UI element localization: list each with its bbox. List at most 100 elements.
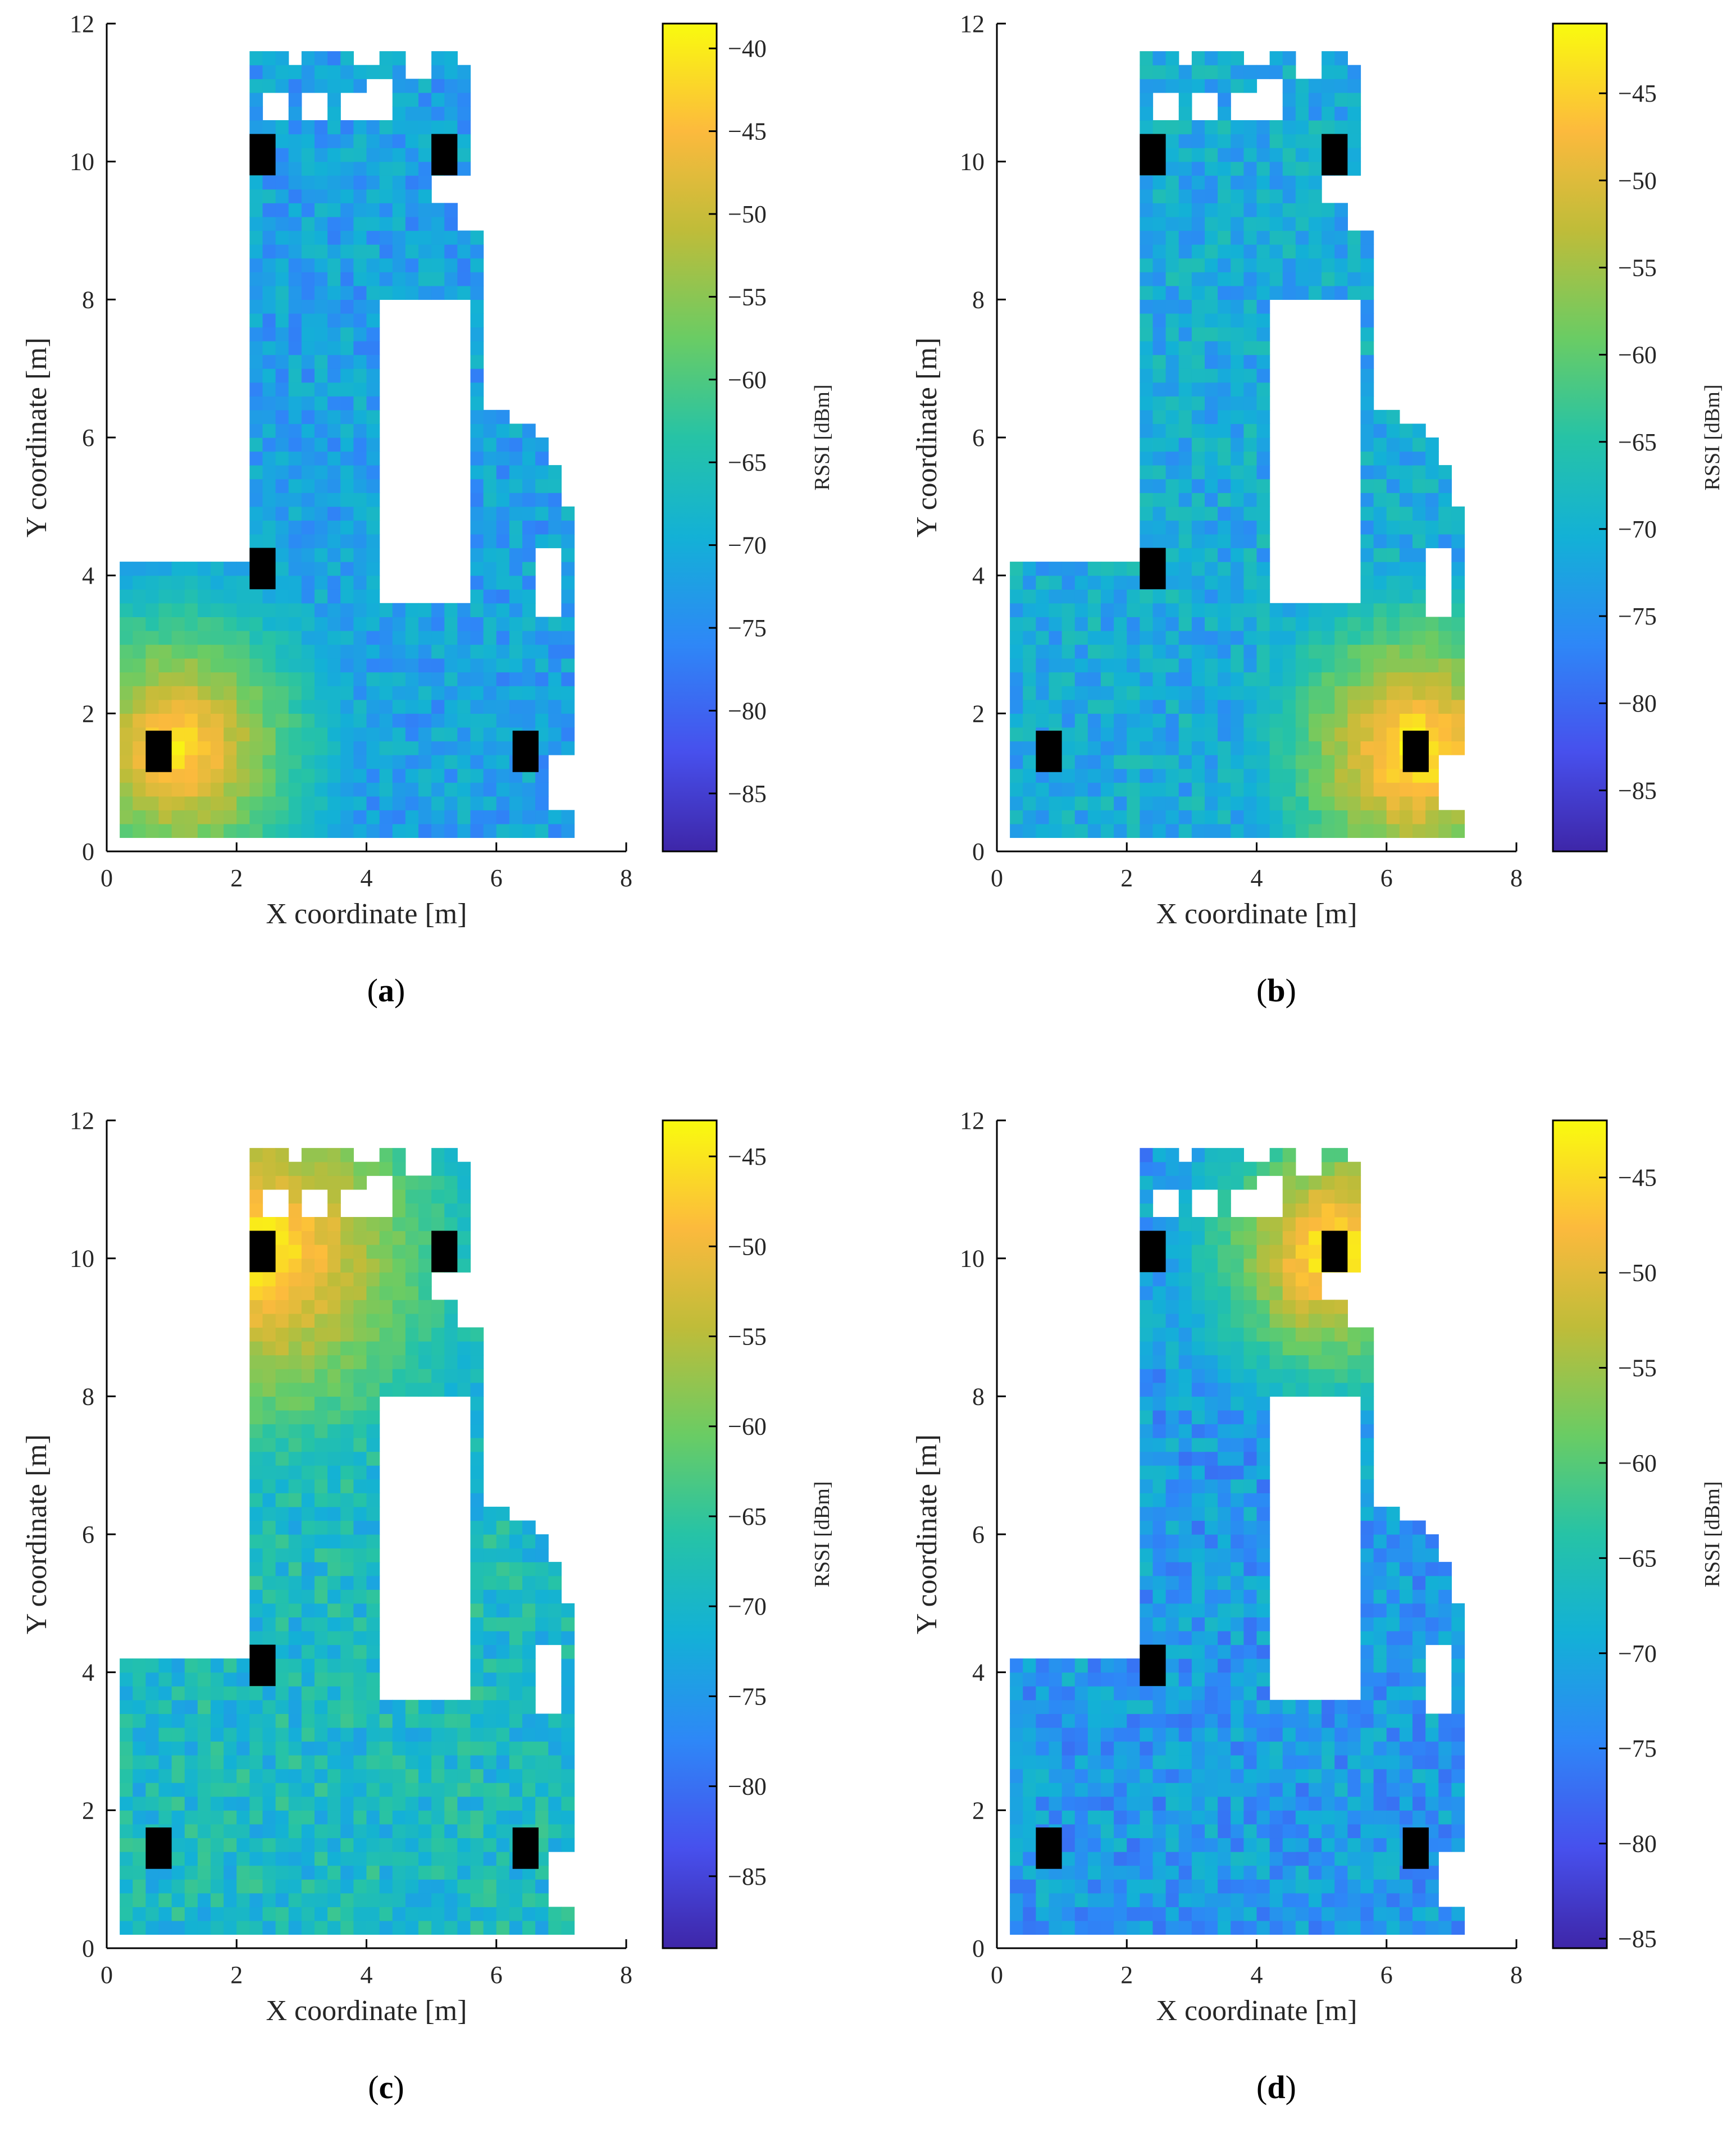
- heatmap-cell: [1061, 1796, 1076, 1811]
- heatmap-cell: [1386, 1672, 1400, 1686]
- heatmap-cell: [249, 1286, 263, 1300]
- heatmap-cell: [1282, 727, 1296, 742]
- heatmap-cell: [1165, 1755, 1179, 1770]
- heatmap-cell: [1140, 493, 1154, 507]
- heatmap-cell: [301, 1617, 315, 1631]
- heatmap-cell: [1178, 1313, 1192, 1328]
- heatmap-cell: [1152, 658, 1167, 673]
- heatmap-cell: [522, 451, 536, 466]
- heatmap-cell: [1127, 1852, 1140, 1866]
- heatmap-cell: [1256, 368, 1270, 383]
- heatmap-cell: [1243, 1479, 1257, 1493]
- heatmap-cell: [444, 92, 458, 107]
- heatmap-cell: [496, 1865, 510, 1880]
- heatmap-cell: [1165, 1245, 1179, 1259]
- heatmap-cell: [1309, 1341, 1322, 1356]
- heatmap-cell: [379, 244, 393, 259]
- heatmap-cell: [405, 1189, 419, 1204]
- heatmap-cell: [1373, 1534, 1387, 1549]
- heatmap-cell: [262, 1589, 276, 1604]
- heatmap-cell: [1049, 1727, 1063, 1742]
- heatmap-cell: [327, 1589, 341, 1604]
- heatmap-cell: [392, 713, 406, 728]
- heatmap-cell: [327, 1148, 341, 1163]
- heatmap-cell: [1178, 644, 1192, 659]
- heatmap-cell: [535, 823, 549, 838]
- heatmap-cell: [1074, 1920, 1088, 1935]
- heatmap-cell: [1413, 699, 1426, 714]
- heatmap-cell: [418, 672, 432, 686]
- heatmap-cell: [275, 189, 289, 203]
- heatmap-cell: [1191, 1396, 1205, 1411]
- heatmap-cell: [1114, 1713, 1127, 1728]
- heatmap-cell: [133, 562, 146, 576]
- heatmap-cell: [444, 1920, 458, 1935]
- colorbar-tick-label: −75: [1618, 603, 1657, 630]
- heatmap-cell: [1178, 161, 1192, 176]
- heatmap-cell: [431, 1907, 445, 1921]
- heatmap-cell: [249, 1893, 263, 1907]
- heatmap-cell: [1334, 1783, 1348, 1797]
- heatmap-cell: [1282, 1879, 1296, 1894]
- heatmap-cell: [1451, 1838, 1465, 1852]
- heatmap-cell: [301, 1245, 315, 1259]
- heatmap-cell: [1282, 630, 1296, 645]
- heatmap-cell: [1061, 796, 1076, 810]
- heatmap-cell: [1256, 120, 1270, 135]
- heatmap-cell: [561, 1617, 575, 1631]
- heatmap-cell: [340, 299, 354, 314]
- heatmap-cell: [1114, 1824, 1127, 1839]
- heatmap-cell: [301, 1575, 315, 1590]
- heatmap-cell: [496, 1575, 510, 1590]
- heatmap-cell: [1413, 437, 1426, 452]
- heatmap-cell: [1061, 727, 1076, 742]
- heatmap-cell: [1243, 1245, 1257, 1259]
- heatmap-cell: [1295, 258, 1309, 272]
- heatmap-cell: [1451, 1796, 1465, 1811]
- heatmap-cell: [1360, 575, 1374, 590]
- heatmap-cell: [1231, 1230, 1244, 1245]
- heatmap-cell: [1309, 1713, 1322, 1728]
- heatmap-cell: [1322, 1327, 1335, 1342]
- heatmap-cell: [1399, 451, 1413, 466]
- heatmap-cell: [1243, 1534, 1257, 1549]
- heatmap-cell: [1282, 1699, 1296, 1714]
- heatmap-cell: [470, 409, 484, 425]
- heatmap-cell: [353, 699, 367, 714]
- heatmap-cell: [340, 51, 354, 66]
- heatmap-cell: [1322, 1879, 1335, 1894]
- heatmap-cell: [1023, 1907, 1036, 1921]
- heatmap-cell: [236, 644, 250, 659]
- heatmap-cell: [405, 1203, 419, 1218]
- heatmap-cell: [1309, 617, 1322, 631]
- heatmap-cell: [366, 1617, 380, 1631]
- heatmap-cell: [1140, 1713, 1154, 1728]
- heatmap-cell: [1295, 782, 1309, 797]
- heatmap-cell: [120, 1893, 133, 1907]
- heatmap-cell: [1127, 644, 1140, 659]
- heatmap-cell: [249, 713, 263, 728]
- heatmap-cell: [315, 630, 328, 645]
- heatmap-cells: [120, 51, 575, 838]
- heatmap-cell: [1218, 755, 1231, 769]
- heatmap-cell: [1309, 1300, 1322, 1314]
- heatmap-cell: [431, 1783, 445, 1797]
- heatmap-cell: [1386, 506, 1400, 521]
- heatmap-cell: [315, 534, 328, 549]
- heatmap-cell: [301, 327, 315, 341]
- heatmap-cell: [1140, 341, 1154, 355]
- heatmap-cell: [1087, 658, 1101, 673]
- heatmap-cell: [1322, 1189, 1335, 1204]
- heatmap-cell: [470, 258, 484, 272]
- heatmap-cell: [1425, 768, 1439, 783]
- heatmap-cell: [327, 493, 341, 507]
- heatmap-cell: [470, 1355, 484, 1369]
- heatmap-cell: [171, 1852, 185, 1866]
- heatmap-cell: [301, 79, 315, 93]
- heatmap-cell: [1256, 354, 1270, 369]
- heatmap-cell: [315, 562, 328, 576]
- heatmap-cell: [1438, 713, 1452, 728]
- heatmap-cell: [1165, 299, 1179, 314]
- heatmap-cell: [1295, 272, 1309, 286]
- heatmap-cell: [249, 630, 263, 645]
